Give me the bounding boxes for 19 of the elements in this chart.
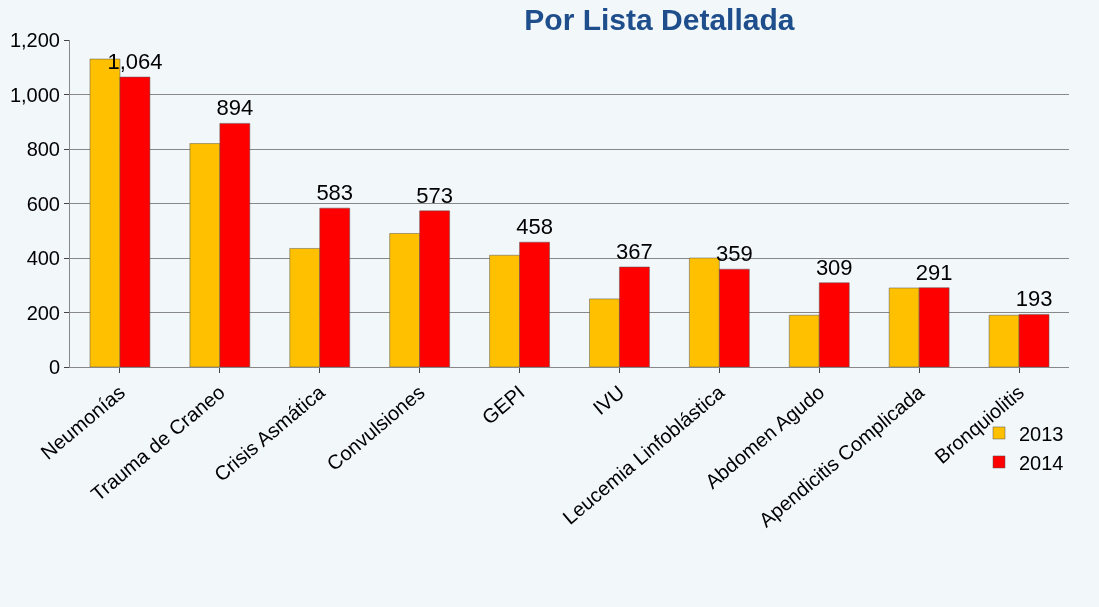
data-label: 894 xyxy=(216,95,254,121)
chart-title: Por Lista Detallada xyxy=(524,3,795,37)
data-label: 458 xyxy=(516,214,553,240)
y-tick-label: 600 xyxy=(26,192,60,215)
y-tick-label: 1,200 xyxy=(9,29,60,51)
data-label: 1,064 xyxy=(107,49,163,75)
data-label: 193 xyxy=(1015,286,1053,312)
data-label: 309 xyxy=(815,254,853,280)
data-label: 291 xyxy=(915,259,953,285)
y-tick-label: 0 xyxy=(48,356,60,378)
data-label: 583 xyxy=(316,180,354,206)
x-tick-label: IVU xyxy=(588,380,629,420)
y-tick-label: 200 xyxy=(26,301,60,324)
data-label: 359 xyxy=(715,241,753,267)
y-tick-label: 400 xyxy=(26,247,60,269)
data-label: 367 xyxy=(616,238,653,264)
y-tick-label: 1,000 xyxy=(9,83,60,106)
y-tick-label: 800 xyxy=(26,138,60,160)
data-label: 573 xyxy=(416,182,453,208)
